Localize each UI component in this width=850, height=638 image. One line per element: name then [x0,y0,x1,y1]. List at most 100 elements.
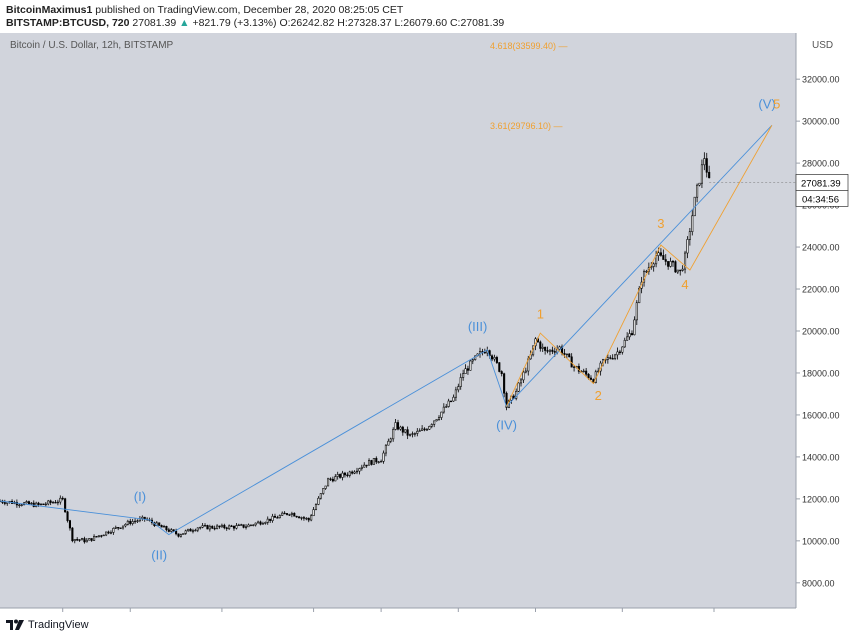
candle-body [102,534,105,537]
author-name[interactable]: BitcoinMaximus1 [6,4,93,16]
candle-body [307,517,310,521]
candle-body [273,515,277,518]
candle-body [546,350,549,352]
candle-body [413,433,416,435]
candle-body [548,349,552,352]
candle-body [175,530,178,535]
wave-blue-label: (II) [151,548,167,563]
candle-body [327,478,330,487]
candle-body [117,527,120,529]
candle-body [281,512,284,516]
candle-body [334,476,337,482]
candle-body [37,502,40,505]
candle-body [696,184,699,198]
candle-body [524,370,527,373]
candle-body [114,527,117,529]
candle-body [505,392,508,408]
candle-body [293,512,296,517]
candle-body [119,527,122,529]
candle-body [129,520,132,524]
candle-body [109,532,113,534]
candle-body [71,527,74,542]
candle-body [76,539,79,541]
candle-body [165,525,168,531]
candle-body [134,520,137,523]
candle-body [329,478,332,480]
candle-body [353,471,356,474]
candle-body [700,164,703,184]
candle-body [380,460,383,463]
wave-blue-label: (I) [134,489,146,504]
candle-body [425,429,428,431]
wave-orange-label: 2 [595,388,602,403]
candle-body [551,349,554,352]
candle-body [355,470,359,473]
candle-body [271,515,274,521]
chart-container[interactable]: 4.618(33599.40) — 3.61(29796.10) — (I) (II… [0,33,850,624]
candle-body [252,524,255,526]
published-text: published on TradingView.com, December 2… [95,4,404,16]
candle-body [85,539,88,543]
candle-body [341,472,344,478]
candle-body [196,527,199,531]
candle-body [585,370,588,375]
chart-title: Bitcoin / U.S. Dollar, 12h, BITSTAMP [10,40,174,51]
candle-body [177,533,180,537]
candle-body [249,524,252,527]
candle-body [582,370,585,373]
candle-body [266,518,269,523]
y-tick-label: 16000.00 [802,410,840,420]
candle-body [517,382,520,392]
candle-body [606,357,609,360]
candle-body [351,471,354,474]
ohlc-bar: BITSTAMP:BTCUSD, 720 27081.39 ▲ +821.79 … [6,17,504,29]
candle-body [498,362,501,372]
candle-body [218,525,221,528]
candle-body [377,461,380,463]
wave-orange-label: 1 [537,306,544,321]
candle-body [42,503,45,506]
candle-body [589,377,593,380]
candle-body [78,539,81,541]
candle-body [495,357,498,363]
candle-body [73,539,76,542]
candle-body [269,518,272,521]
candle-body [389,438,392,442]
candle-body [358,468,361,472]
y-tick-label: 20000.00 [802,326,840,336]
x-tick-label: Dec [527,614,544,615]
candle-body [324,485,327,489]
candle-body [25,501,28,504]
candle-body [519,379,523,384]
candle-body [457,386,460,391]
price-change: +821.79 (+3.13%) [192,17,277,29]
candle-body [462,373,465,378]
y-tick-label: 22000.00 [802,285,840,295]
high-label: H: [337,17,348,29]
candle-body [59,497,62,503]
candle-body [401,426,404,433]
candle-body [404,429,407,433]
candle-body [39,503,43,506]
high-value: 27328.37 [347,17,392,29]
candle-body [211,525,214,529]
y-tick-label: 8000.00 [802,578,835,588]
candle-body [317,497,320,505]
y-tick-label: 32000.00 [802,75,840,85]
candle-body [669,261,672,267]
candle-body [278,515,281,519]
candle-body [54,501,57,504]
wave-overlays: (I) (II) (III) (IV) (V) 1 2 3 4 5 [0,97,780,563]
tradingview-logo-icon [6,619,24,630]
candle-body [418,430,421,432]
candle-body [491,355,494,360]
footer-brand[interactable]: TradingView [6,619,89,631]
candle-body [626,336,629,341]
candle-body [368,460,371,466]
candle-body [406,429,409,436]
last-price: 27081.39 [132,17,177,29]
candle-body [638,288,641,304]
price-chart[interactable]: 4.618(33599.40) — 3.61(29796.10) — (I) (II… [0,33,850,624]
candle-body [167,529,170,532]
candle-body [228,525,231,529]
